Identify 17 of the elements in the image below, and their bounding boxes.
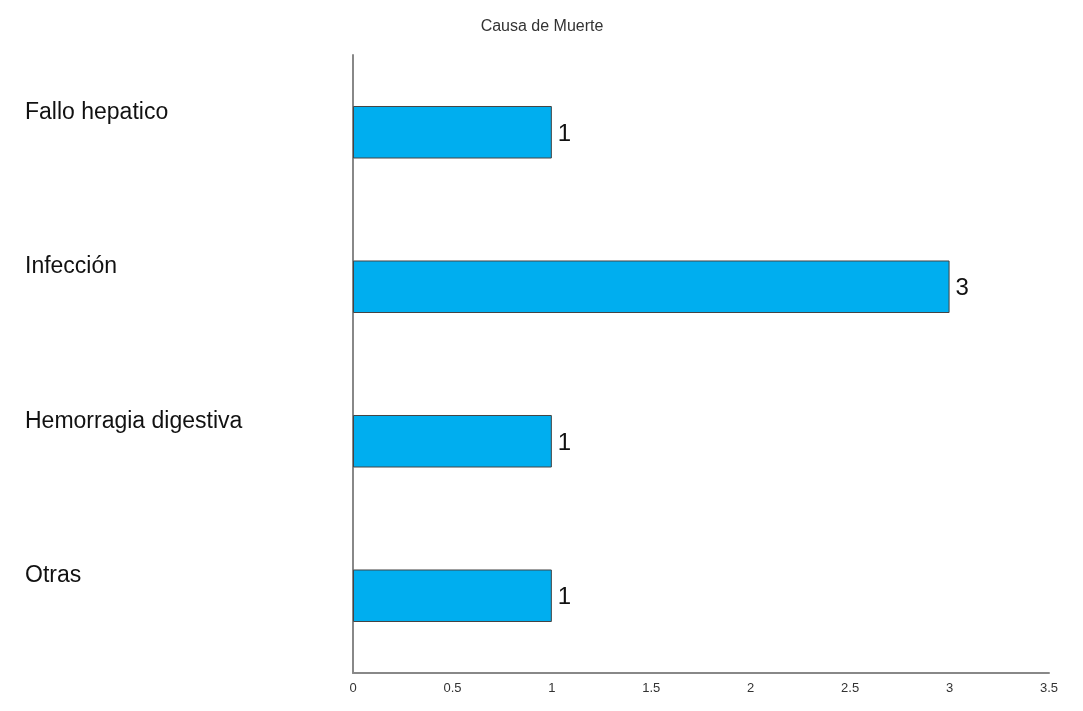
data-label: 1 [557,582,572,610]
data-label: 1 [557,427,572,455]
x-tick-label: 3.5 [1039,680,1059,695]
data-label: 3 [955,273,969,301]
x-tick-label: 3 [945,680,954,695]
x-tick-label: 0 [349,680,357,695]
x-tick-label: 2.5 [841,680,860,695]
y-tick-label: Otras [25,561,82,588]
y-tick-label: Infección [25,252,118,279]
y-tick-label: Fallo hepatico [25,97,169,124]
x-tick-label: 0.5 [443,680,462,695]
y-tick-label: Hemorragia digestiva [25,406,243,433]
chart-title: Causa de Muerte [480,16,604,34]
data-label: 1 [557,118,572,146]
x-tick-label: 1.5 [642,680,661,695]
x-tick-label: 2 [747,680,755,695]
x-tick-label: 1 [548,680,556,695]
